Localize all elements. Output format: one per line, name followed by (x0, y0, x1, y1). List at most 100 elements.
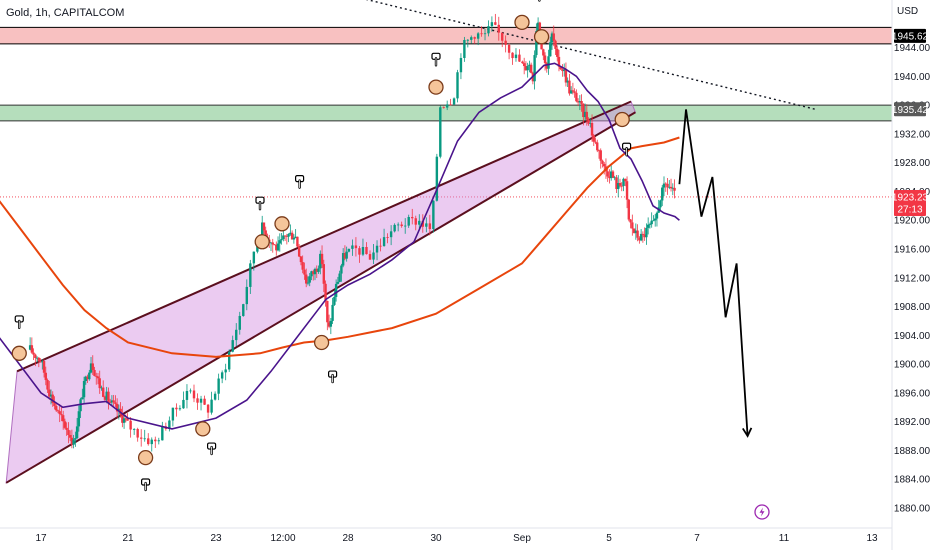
touch-point-marker[interactable] (428, 79, 444, 95)
candle-body (610, 171, 613, 179)
candle-body (518, 54, 521, 62)
candle-body (351, 245, 354, 249)
time-tick-label: Sep (513, 533, 531, 544)
candle (242, 303, 245, 317)
candle-body (497, 24, 500, 33)
candle-body (61, 415, 65, 422)
candle-body (178, 408, 182, 410)
fast-moving-average-line[interactable] (0, 62, 680, 430)
candle (372, 244, 375, 265)
candle-body (299, 256, 303, 263)
candle (319, 250, 322, 275)
candle (568, 73, 571, 96)
candle-body (549, 42, 552, 57)
candle-body (297, 246, 301, 257)
candle (210, 391, 213, 415)
candle-body (669, 186, 673, 189)
candle-body (389, 231, 393, 238)
candle-body (580, 101, 583, 104)
candle-body (296, 236, 299, 247)
candle (669, 178, 673, 192)
candle-body (105, 391, 108, 400)
candle (331, 297, 334, 325)
candle-body (650, 220, 653, 225)
candle-body (317, 268, 320, 272)
candle-body (310, 271, 313, 277)
candle-body (589, 122, 592, 124)
candle-body (110, 400, 114, 403)
candle-body (48, 389, 51, 397)
touch-point-marker[interactable] (11, 345, 27, 361)
support-price-tag[interactable]: 1935.42 (892, 102, 929, 117)
projection-zigzag[interactable] (678, 109, 749, 437)
candle (206, 403, 210, 419)
touch-point-marker[interactable] (514, 14, 530, 30)
symbol-header[interactable]: Gold, 1h, CAPITALCOM (6, 7, 125, 19)
candle-body (100, 387, 103, 389)
candle (428, 214, 432, 236)
price-tick-label: 1892.00 (894, 417, 931, 428)
channel-lower-line[interactable] (5, 111, 636, 484)
candle (564, 62, 568, 87)
candle (343, 245, 347, 261)
touch-point-marker[interactable] (313, 334, 330, 351)
price-tick-label: 1900.00 (894, 360, 931, 371)
candle-body (557, 56, 561, 67)
candle-body (79, 399, 82, 412)
candle-body (206, 404, 210, 413)
candle-body (480, 33, 483, 35)
price-tick-label: 1896.00 (894, 388, 931, 399)
candle (631, 214, 634, 236)
time-tick-label: 17 (35, 533, 47, 544)
time-tick-label: 5 (606, 533, 612, 544)
candle-body (507, 44, 511, 53)
candle-body (60, 414, 63, 416)
candle-body (324, 283, 327, 301)
channel-upper-line[interactable] (16, 100, 632, 373)
candle-body (331, 304, 334, 321)
candle (238, 311, 241, 335)
candle (175, 403, 178, 417)
candle (320, 245, 324, 268)
candle (354, 237, 358, 257)
candle (589, 118, 592, 128)
candle-body (326, 300, 329, 323)
candle-body (582, 103, 585, 118)
candle-body (278, 240, 281, 244)
candle (582, 103, 585, 126)
resistance-zone[interactable] (0, 27, 892, 44)
candle-body (414, 218, 417, 225)
candle-body (620, 185, 623, 187)
candle-body (418, 220, 421, 225)
slow-moving-average-line[interactable] (0, 136, 680, 358)
candle-body (654, 218, 657, 221)
candle-body (573, 91, 576, 93)
touch-point-marker[interactable] (614, 111, 630, 128)
candle (65, 422, 68, 436)
resistance-price-tag[interactable]: 1945.62 (892, 28, 929, 43)
support-zone[interactable] (0, 105, 892, 121)
candle-body (301, 262, 304, 270)
currency-label[interactable]: USD (897, 6, 919, 17)
lightning-icon[interactable] (754, 504, 770, 520)
candle (459, 53, 463, 80)
time-axis[interactable]: 17 21 23 12:00 28 30 Sep 5 7 11 13 (0, 527, 892, 544)
touch-point-marker[interactable] (195, 421, 211, 437)
candle (625, 176, 629, 209)
touch-point-marker[interactable] (274, 216, 290, 232)
candle (659, 199, 662, 212)
candle (217, 373, 220, 401)
candle-body (285, 235, 289, 237)
touch-point-marker[interactable] (254, 234, 270, 250)
candle (550, 31, 554, 50)
candle-body (161, 426, 164, 441)
touch-point-marker[interactable] (533, 29, 550, 45)
touch-point-marker[interactable] (137, 449, 154, 466)
candle-body (129, 420, 132, 430)
candle (501, 32, 504, 48)
candle (654, 214, 657, 227)
candle (490, 16, 494, 32)
candle-body (224, 369, 227, 373)
